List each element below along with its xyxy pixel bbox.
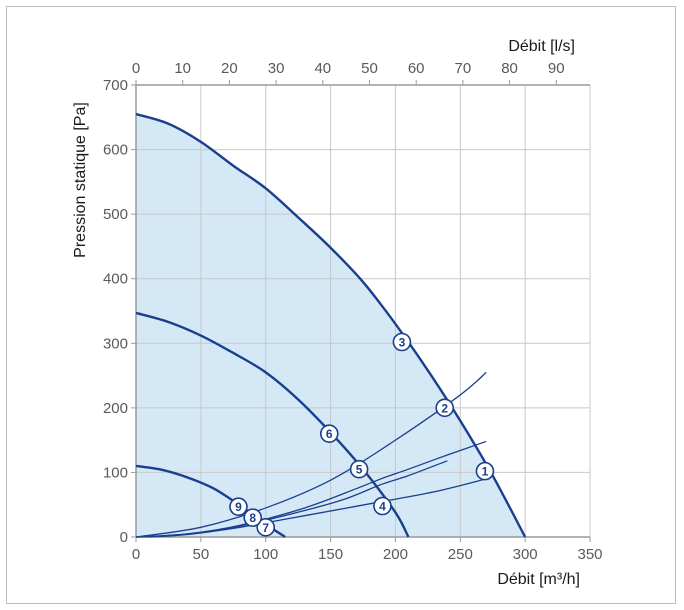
operating-point-8: 8 (243, 508, 263, 527)
operating-point-marker (229, 497, 248, 516)
x2-tick-label: 60 (408, 60, 425, 77)
x2-tick-label: 80 (501, 60, 518, 77)
x-tick-label: 350 (577, 546, 602, 563)
operating-point-label: 4 (379, 500, 386, 514)
x-tick-label: 0 (132, 546, 140, 563)
y-axis-label: Pression statique [Pa] (72, 102, 89, 258)
x2-tick-label: 30 (268, 60, 285, 77)
operating-point-label: 8 (249, 511, 256, 525)
x-tick-label: 200 (383, 546, 408, 563)
operating-point-marker (349, 459, 369, 479)
x-tick-label: 50 (193, 546, 210, 563)
x-tick-label: 250 (448, 546, 473, 563)
x2-tick-label: 10 (174, 60, 191, 77)
y-tick-label: 300 (103, 335, 128, 352)
y-tick-label: 200 (103, 400, 128, 417)
operating-point-2: 2 (435, 398, 455, 418)
x2-axis-label: Débit [l/s] (508, 38, 575, 55)
y-tick-label: 700 (103, 77, 128, 94)
x-tick-label: 300 (513, 546, 538, 563)
operating-point-label: 7 (262, 521, 269, 535)
operating-point-label: 2 (441, 401, 448, 415)
x2-tick-label: 90 (548, 60, 565, 77)
x-tick-label: 150 (318, 546, 343, 563)
operating-points: 1 2 3 4 5 6 789 (229, 332, 495, 537)
axes (131, 80, 591, 542)
fan-curve-1 (135, 112, 527, 538)
fan-curve-2 (135, 311, 410, 538)
operating-point-marker (373, 496, 392, 516)
operating-point-9: 9 (229, 497, 248, 516)
x2-tick-label: 20 (221, 60, 238, 77)
operating-point-marker (256, 518, 276, 537)
x2-tick-label: 70 (455, 60, 472, 77)
operating-point-4: 4 (373, 496, 392, 516)
y-tick-label: 400 (103, 271, 128, 288)
x2-tick-label: 50 (361, 60, 378, 77)
x-tick-label: 100 (253, 546, 278, 563)
operating-point-label: 3 (399, 335, 406, 349)
operating-point-marker (392, 332, 412, 352)
operating-point-5: 5 (349, 459, 369, 479)
x2-tick-label: 40 (314, 60, 331, 77)
operating-point-label: 1 (482, 465, 489, 479)
x-axis-label: Débit [m³/h] (497, 571, 580, 588)
operating-point-marker (435, 398, 455, 418)
operating-point-marker (319, 424, 339, 443)
operating-point-marker (475, 461, 495, 481)
operating-point-7: 7 (256, 518, 276, 537)
operating-point-3: 3 (392, 332, 412, 352)
operating-point-label: 9 (235, 500, 242, 514)
system-curve-1 (135, 371, 487, 538)
y-tick-label: 100 (103, 464, 128, 481)
operating-point-label: 5 (356, 463, 363, 477)
y-tick-label: 600 (103, 142, 128, 159)
y-tick-label: 0 (120, 529, 128, 546)
operating-point-label: 6 (326, 427, 333, 441)
operating-point-marker (243, 508, 263, 527)
y-tick-label: 500 (103, 206, 128, 223)
operating-point-1: 1 (475, 461, 495, 481)
x2-tick-label: 0 (132, 60, 140, 77)
operating-point-6: 6 (319, 424, 339, 443)
grid (136, 84, 591, 537)
